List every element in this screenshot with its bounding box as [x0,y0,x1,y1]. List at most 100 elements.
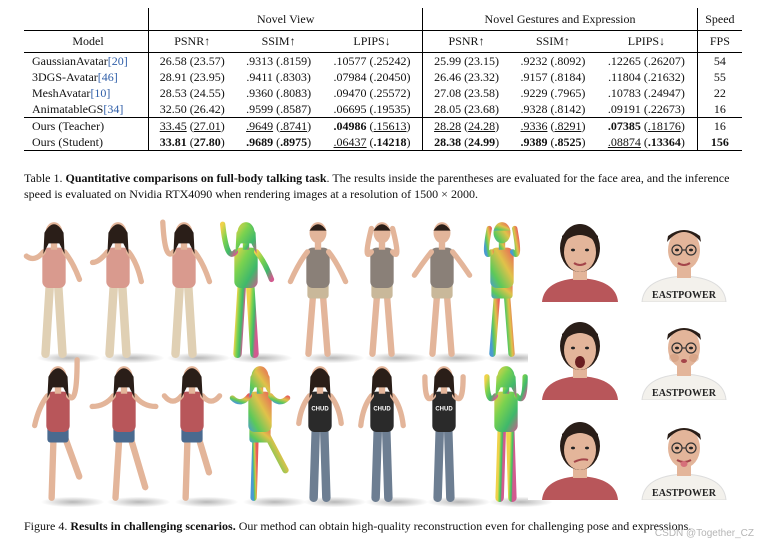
face-man-1: EASTPOWER [632,214,736,302]
metric-value: 16 [713,118,726,133]
body-woman-c-3 [422,366,491,508]
metric-cell: .12265 (.26207) [596,51,698,69]
metric-value: .9649 [246,118,274,133]
metric-cell: 54 [696,51,742,69]
model-name: AnimatableGS [32,101,104,116]
citation-link[interactable]: [10] [90,85,111,100]
model-name: GaussianAvatar [32,53,108,68]
group-header-novel-gestures: Novel Gestures and Expression [422,8,698,30]
table-caption: Table 1. Quantitative comparisons on ful… [24,170,742,202]
body-woman-b-1 [31,357,105,508]
metric-value: .9689 [246,134,274,149]
body-man-a-3 [411,222,489,364]
shirt-print-text: EASTPOWER [652,488,717,499]
face-woman-1 [528,214,632,302]
face-man-3: EASTPOWER [632,412,736,500]
metric-value: .08874 [607,134,641,149]
metric-face-value: (24.28) [464,118,500,133]
model-name: 3DGS-Avatar [32,69,98,84]
metric-cell: .11804 (.21632) [608,69,685,84]
figure-caption-title: Results in challenging scenarios. [70,519,236,533]
column-header-lpips: LPIPS↓ [321,29,423,52]
model-name: Ours (Teacher) [32,118,105,133]
metric-cell: 16 [696,116,742,134]
metric-face-value: (27.80) [189,134,225,149]
results-figure: CHUD CHUD CHUD EASTPOWER EASTPOWER EASTPOW… [14,212,758,512]
body-woman-c-1 [296,366,367,508]
group-header-speed: Speed [696,8,742,30]
body-woman-a-normal [219,221,293,364]
face-woman-3 [528,412,632,500]
body-woman-b-normal [229,366,307,508]
metric-cell: 16 [696,100,742,117]
metric-cell: .9313 (.8159) [235,51,322,69]
citation-link[interactable]: [20] [107,53,128,68]
model-name-cell: GaussianAvatar[20] [24,51,149,69]
metric-cell: .04986 (.15613) [321,116,423,134]
metric-cell: .9689 (.8975) [235,133,322,151]
table-column-header-row: Model PSNR↑ SSIM↑ LPIPS↓ PSNR↑ SSIM↑ LPI… [24,29,742,52]
metric-cell: 33.81 (27.80) [148,133,236,151]
metric-cell: .9157 (.8184) [520,69,586,84]
metric-cell: .9599 (.8587) [246,101,312,116]
metric-face-value: (.15613) [369,118,411,133]
table-row: 3DGS-Avatar[46] 28.91 (23.95) .9411 (.8303… [24,68,742,85]
metric-cell: 156 [696,133,742,151]
citation-link[interactable]: [34] [103,101,124,116]
model-name-cell: 3DGS-Avatar[46] [24,69,149,85]
column-header-ssim-2: SSIM↑ [509,29,597,52]
shirt-print-text: EASTPOWER [652,290,717,301]
body-woman-a-1 [23,222,101,364]
metric-value: 28.38 [434,134,462,149]
body-woman-a-3 [160,219,231,364]
watermark: CSDN @Together_CZ [654,528,754,539]
model-name-cell: AnimatableGS[34] [24,101,149,118]
results-figure-image: CHUD CHUD CHUD [23,219,553,508]
metric-value: .9336 [520,118,548,133]
metric-cell: .9649 (.8741) [235,116,322,134]
metric-value: 33.45 [159,118,187,133]
metric-face-value: (.18176) [643,118,685,133]
metric-cell: .07984 (.20450) [333,69,411,84]
model-name-cell: Ours (Teacher) [24,116,149,134]
body-man-a-2 [364,222,429,364]
results-table: Novel View Novel Gestures and Expression… [24,8,742,151]
metric-cell: .09191 (.22673) [607,101,685,116]
metric-cell: 33.45 (27.01) [148,116,236,134]
metric-cell: 27.08 (23.58) [422,84,510,101]
metric-cell: 28.53 (24.55) [148,84,236,101]
metric-cell: 28.05 (23.68) [422,100,510,117]
top-print-text: CHUD [373,407,391,413]
metric-cell: 55 [696,68,742,85]
metric-cell: .9336 (.8291) [509,116,597,134]
metric-cell: .9229 (.7965) [520,85,586,100]
column-header-psnr-2: PSNR↑ [422,29,510,52]
metric-cell: .07385 (.18176) [596,116,698,134]
face-man-2: EASTPOWER [632,312,736,400]
metric-cell: 22 [696,84,742,101]
model-name-cell: MeshAvatar[10] [24,85,149,101]
metric-cell: 25.99 (23.15) [422,51,510,69]
metric-cell: 26.58 (23.57) [148,51,236,69]
table-group-header-row: Novel View Novel Gestures and Expression… [24,8,742,30]
column-header-fps: FPS [696,29,742,52]
citation-link[interactable]: [46] [97,69,118,84]
metric-face-value: (24.99) [464,134,500,149]
metric-cell: .9232 (.8092) [509,51,597,69]
column-header-lpips-2: LPIPS↓ [596,29,698,52]
metric-face-value: (.8975) [276,134,312,149]
metric-value: .9389 [520,134,548,149]
table-row: MeshAvatar[10] 28.53 (24.55) .9360 (.8083)… [24,84,742,101]
metric-face-value: (.8741) [276,118,312,133]
metric-cell: .08874 (.13364) [596,133,698,151]
metric-cell: .9389 (.8525) [509,133,597,151]
metric-cell: .9411 (.8303) [246,69,311,84]
table-row: Ours (Teacher) 33.45 (27.01) .9649 (.8741)… [24,116,742,134]
column-header-model: Model [24,29,149,52]
metric-cell: 28.28 (24.28) [422,116,510,134]
metric-face-value: (.8291) [550,118,586,133]
table-row: Ours (Student) 33.81 (27.80) .9689 (.8975)… [24,133,742,151]
metric-face-value: (27.01) [189,118,225,133]
figure-caption: Figure 4. Results in challenging scenari… [24,518,742,534]
figure-caption-text: Our method can obtain high-quality recon… [235,519,692,533]
